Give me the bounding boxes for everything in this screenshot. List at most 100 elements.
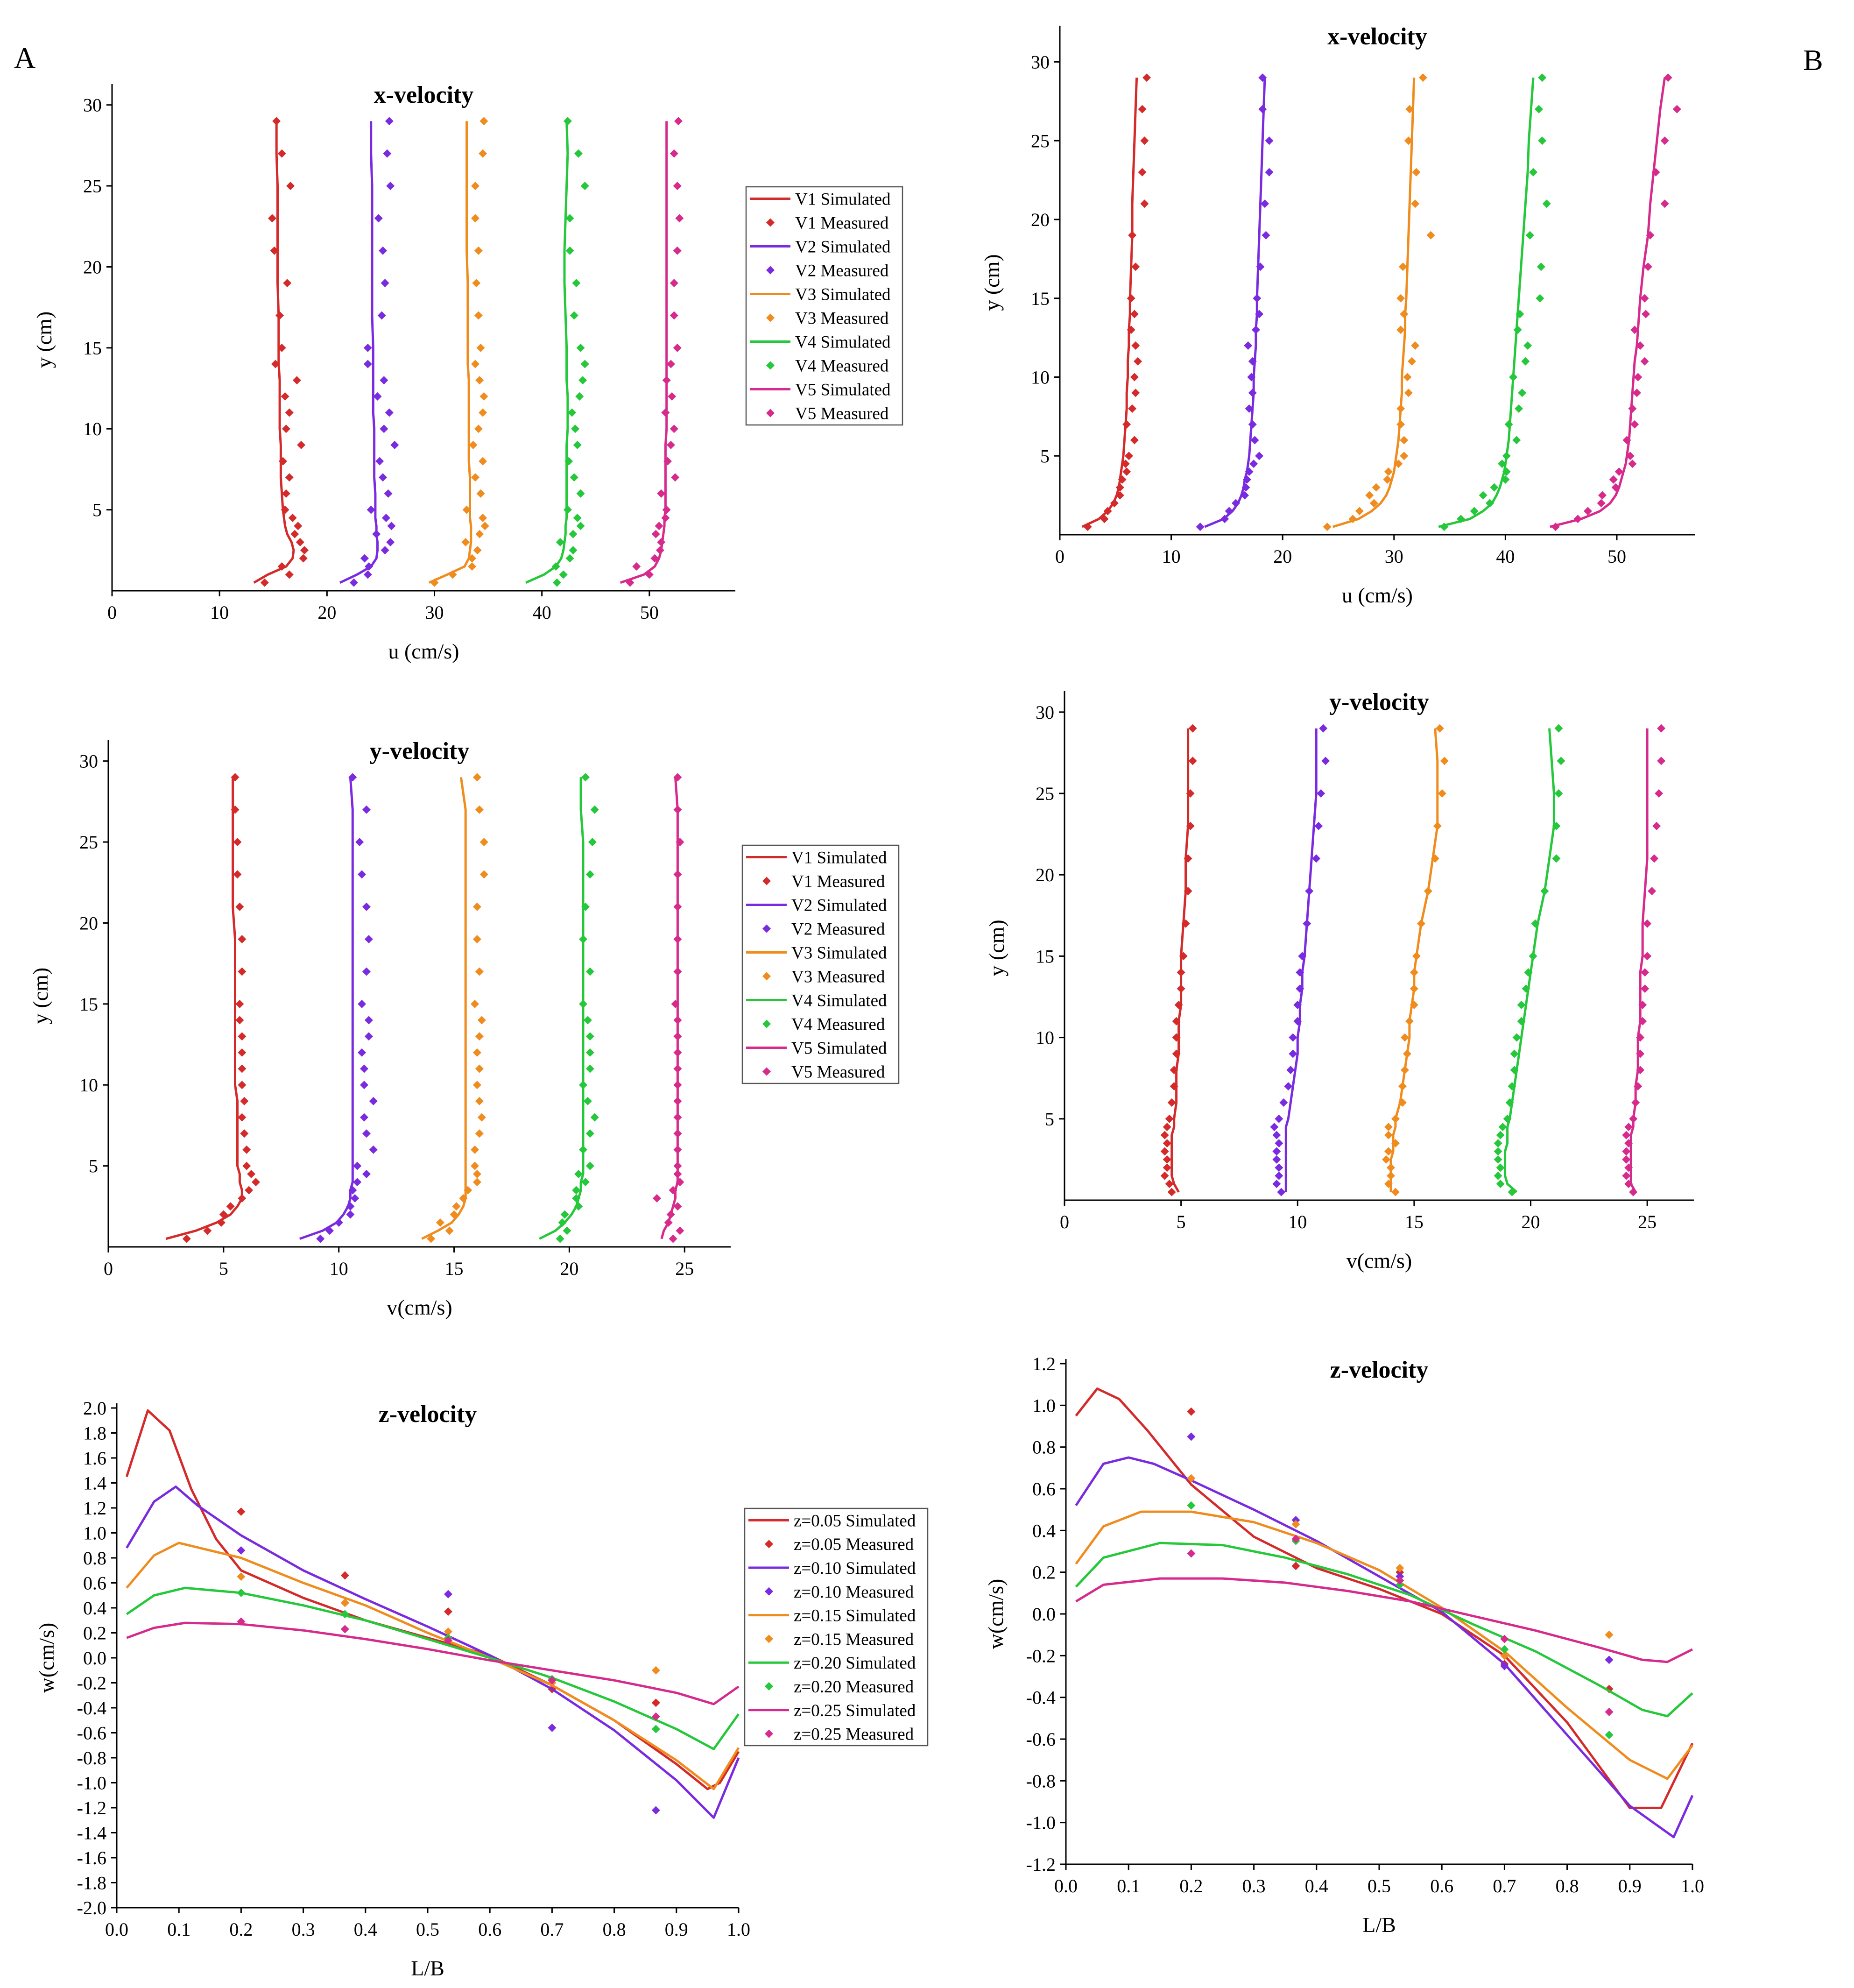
measured-point-v3 xyxy=(1411,199,1420,208)
measured-point-v5 xyxy=(669,1234,677,1243)
measured-point-v4 xyxy=(1521,357,1530,366)
measured-point-v1 xyxy=(294,522,303,531)
measured-point-v2 xyxy=(325,1226,334,1235)
measured-point-v3 xyxy=(479,392,488,401)
measured-point-v5 xyxy=(1611,483,1620,492)
measured-point-v5 xyxy=(670,424,678,433)
measured-point-v5 xyxy=(1597,499,1606,508)
measured-point-v1 xyxy=(1124,452,1133,460)
measured-point-z=0.25 xyxy=(1187,1549,1196,1558)
measured-point-v3 xyxy=(1383,475,1392,484)
series-line-z=0.10 xyxy=(126,1486,740,1819)
measured-point-v4 xyxy=(572,279,581,288)
measured-point-z=0.25 xyxy=(340,1625,349,1634)
y-tick-label: 5 xyxy=(1045,1109,1054,1130)
measured-point-v5 xyxy=(1636,1033,1645,1042)
measured-point-v1 xyxy=(233,870,242,879)
measured-point-v5 xyxy=(676,1226,684,1235)
measured-point-v4 xyxy=(565,214,574,223)
measured-point-v3 xyxy=(1323,523,1332,531)
measured-point-v5 xyxy=(1650,854,1659,863)
measured-point-v2 xyxy=(1277,1188,1286,1196)
measured-point-v2 xyxy=(367,505,375,514)
measured-point-v4 xyxy=(563,505,572,514)
measured-point-v1 xyxy=(1127,294,1135,303)
measured-point-v5 xyxy=(632,562,641,571)
measured-point-v4 xyxy=(581,773,590,782)
measured-point-v4 xyxy=(1498,1123,1507,1132)
measured-point-v5 xyxy=(1641,984,1650,993)
x-tick-label: 10 xyxy=(1162,546,1181,567)
y-tick-label: -0.2 xyxy=(77,1673,106,1694)
measured-point-v2 xyxy=(360,1064,369,1073)
legend-marker-swatch xyxy=(762,924,771,933)
measured-point-v3 xyxy=(472,935,481,944)
measured-point-z=0.05 xyxy=(444,1607,452,1616)
y-tick-label: 0.0 xyxy=(1032,1604,1056,1625)
measured-point-v4 xyxy=(585,967,594,976)
legend-marker-swatch xyxy=(765,1540,773,1549)
measured-point-v1 xyxy=(1100,515,1109,524)
measured-point-v5 xyxy=(1624,1180,1633,1189)
legend-entry: V5 Measured xyxy=(791,1063,885,1082)
measured-point-v2 xyxy=(358,999,367,1008)
measured-point-v2 xyxy=(383,149,392,158)
x-tick-label: 30 xyxy=(1385,546,1403,567)
measured-point-v4 xyxy=(585,1048,594,1057)
measured-point-v2 xyxy=(353,1161,362,1170)
y-tick-label: 10 xyxy=(79,1075,98,1096)
measured-point-v2 xyxy=(377,311,386,320)
measured-point-v4 xyxy=(1494,1171,1502,1180)
measured-point-v3 xyxy=(472,279,481,288)
measured-point-v1 xyxy=(1186,821,1195,830)
measured-point-v4 xyxy=(1485,499,1494,508)
y-tick-label: 15 xyxy=(1031,288,1050,309)
measured-point-v3 xyxy=(479,838,488,847)
measured-point-v4 xyxy=(1508,1082,1516,1091)
y-axis-label: w(cm/s) xyxy=(984,1579,1008,1649)
legend-box xyxy=(744,1507,929,1747)
measured-point-v5 xyxy=(1551,523,1560,531)
chart-b-y: 0 5 10 15 20 25 5 10 15 20 25 30 y-velocity v(cm/s) y … xyxy=(985,689,1694,1273)
y-tick-label: 0.8 xyxy=(83,1548,106,1569)
measured-point-v1 xyxy=(1188,757,1197,765)
measured-point-z=0.15 xyxy=(237,1572,246,1581)
measured-point-v2 xyxy=(348,773,357,782)
series-line-v5 xyxy=(1550,77,1666,528)
measured-point-v4 xyxy=(1529,168,1538,177)
legend-entry: V1 Measured xyxy=(791,872,885,891)
measured-point-v1 xyxy=(1122,420,1131,429)
legend-marker-swatch xyxy=(765,1634,773,1643)
series-line-v1 xyxy=(1170,728,1190,1193)
measured-point-v2 xyxy=(387,522,396,531)
measured-point-v4 xyxy=(585,1064,594,1073)
y-tick-label: 25 xyxy=(1031,130,1050,151)
measured-point-v4 xyxy=(590,1113,599,1122)
measured-point-v5 xyxy=(651,530,660,538)
measured-point-v2 xyxy=(379,473,388,482)
measured-point-v5 xyxy=(1641,968,1650,977)
y-tick-label: 0.4 xyxy=(1032,1520,1056,1541)
measured-point-v2 xyxy=(360,1081,369,1090)
legend-marker-swatch xyxy=(765,1587,773,1596)
measured-point-v1 xyxy=(245,1186,254,1195)
x-tick-label: 20 xyxy=(560,1258,578,1279)
measured-point-v3 xyxy=(1400,436,1409,445)
x-tick-label: 0.7 xyxy=(540,1919,564,1940)
measured-point-v5 xyxy=(673,1129,682,1138)
measured-point-v1 xyxy=(282,489,290,498)
measured-point-v1 xyxy=(219,1210,228,1219)
measured-point-v3 xyxy=(470,1161,479,1170)
measured-point-v1 xyxy=(1115,491,1124,500)
measured-point-v4 xyxy=(585,1129,594,1138)
measured-point-v1 xyxy=(1118,475,1127,484)
measured-point-v2 xyxy=(380,376,388,385)
measured-point-v2 xyxy=(381,546,389,555)
measured-point-v5 xyxy=(673,805,682,814)
measured-point-v4 xyxy=(556,1234,564,1243)
measured-point-v3 xyxy=(1403,373,1412,382)
measured-point-v1 xyxy=(285,473,294,482)
measured-point-z=0.25 xyxy=(444,1636,452,1645)
series-line-v4 xyxy=(539,777,585,1240)
